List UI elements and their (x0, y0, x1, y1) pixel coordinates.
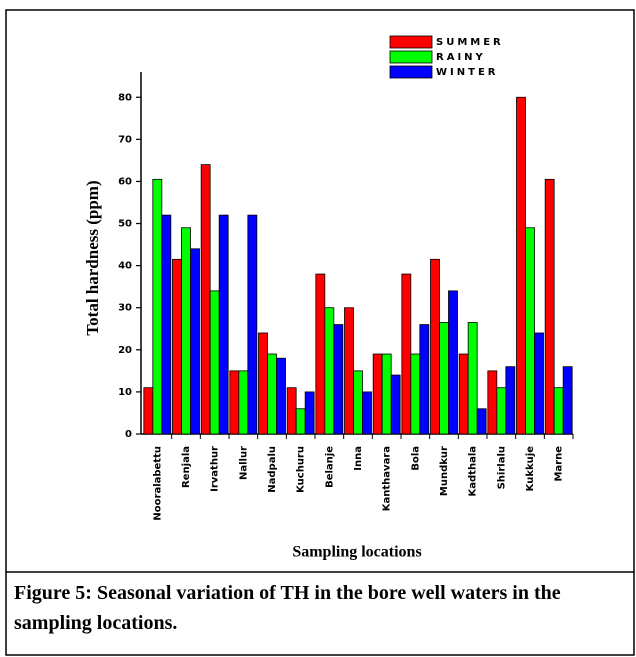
bar (390, 374, 401, 435)
x-tick-label: Marne (554, 446, 565, 482)
bar (505, 366, 516, 435)
bar (209, 290, 220, 435)
bar (430, 258, 440, 435)
bar (458, 353, 469, 435)
bar (516, 96, 526, 435)
x-tick-label: Nooralabettu (152, 446, 163, 521)
bar (324, 307, 335, 435)
bar (333, 324, 344, 435)
bar (181, 227, 191, 435)
legend-label: WINTER (436, 67, 498, 78)
bar (276, 357, 286, 435)
y-tick-label: 70 (118, 134, 132, 145)
y-tick-label: 80 (118, 92, 132, 103)
x-tick-label: Shirlalu (496, 446, 507, 489)
bar (190, 248, 200, 435)
y-tick-label: 20 (118, 345, 132, 356)
y-tick-label: 10 (118, 387, 132, 398)
bar (467, 322, 478, 435)
y-tick-label: 0 (125, 429, 132, 440)
bar (267, 353, 277, 435)
y-axis-label: Total hardness (ppm) (83, 180, 102, 335)
bar (286, 387, 297, 435)
bar (496, 387, 507, 435)
bar (353, 370, 363, 435)
bar (362, 391, 372, 435)
x-tick-label: Kukkuje (525, 446, 536, 492)
bar (476, 408, 487, 435)
legend-swatch (389, 35, 433, 49)
bar (562, 366, 573, 435)
bar (525, 227, 535, 435)
bar (304, 391, 315, 435)
bar (238, 370, 249, 435)
bar (439, 322, 449, 435)
bar (410, 353, 421, 435)
x-tick-label: Nadpalu (267, 446, 278, 493)
frame (5, 9, 635, 656)
x-tick-label: Belanje (324, 446, 335, 488)
x-tick-label: Renjala (181, 446, 192, 488)
x-tick-label: Nallur (238, 446, 249, 480)
bar (315, 273, 326, 435)
bar (419, 324, 430, 435)
x-tick-label: Kuchuru (296, 446, 307, 493)
legend-label: RAINY (436, 52, 486, 63)
bar (553, 387, 564, 435)
legend-swatch (389, 50, 433, 64)
x-tick-label: Mundkur (439, 446, 450, 496)
y-tick-label: 50 (118, 219, 132, 230)
bar (295, 408, 306, 435)
x-axis-label: Sampling locations (292, 544, 421, 561)
bar (161, 214, 172, 435)
bar (544, 178, 555, 435)
x-tick-label: Inna (353, 446, 364, 471)
legend-label: SUMMER (436, 37, 504, 48)
bar (401, 273, 412, 435)
x-tick-label: Irvathur (210, 446, 221, 492)
y-tick-label: 60 (118, 176, 132, 187)
bar (172, 258, 182, 435)
bar (534, 332, 544, 435)
y-tick-label: 30 (118, 303, 132, 314)
bar (258, 332, 268, 435)
bar (229, 370, 240, 435)
bar (448, 290, 458, 435)
bar (487, 370, 498, 435)
bar (200, 164, 211, 435)
bar (247, 214, 258, 435)
x-tick-label: Bola (410, 446, 421, 471)
bar (152, 178, 163, 435)
bar (372, 353, 383, 435)
bar (381, 353, 392, 435)
bar (218, 214, 229, 435)
y-tick-label: 40 (118, 261, 132, 272)
x-tick-label: Kadthala (468, 446, 479, 496)
bar (143, 387, 154, 435)
caption: Figure 5: Seasonal variation of TH in th… (14, 582, 561, 634)
legend-swatch (389, 65, 433, 79)
bar (344, 307, 354, 435)
x-tick-label: Kanthavara (382, 446, 393, 511)
